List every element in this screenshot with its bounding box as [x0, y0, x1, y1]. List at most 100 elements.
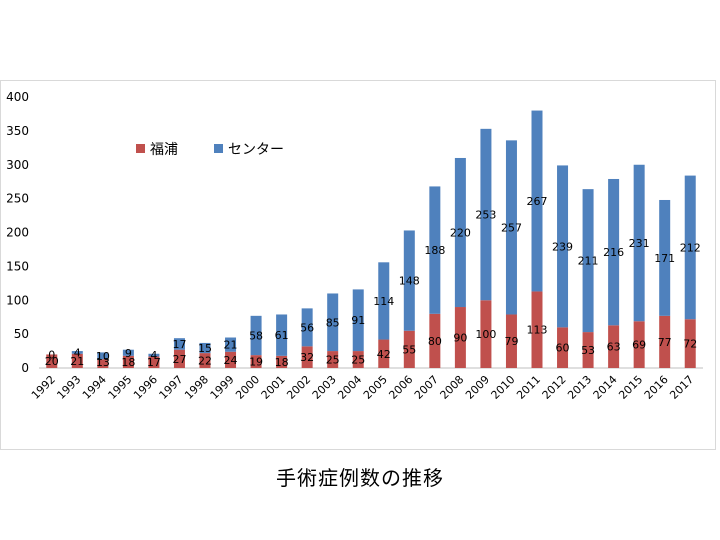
bar-センター	[454, 157, 466, 308]
data-label-センター: 17	[172, 338, 186, 351]
data-label-センター: 231	[629, 237, 650, 250]
bar-センター	[148, 353, 160, 357]
x-tick-label: 2003	[310, 373, 339, 402]
bar-センター	[327, 293, 339, 352]
data-label-センター: 10	[96, 350, 110, 363]
data-label-福浦: 90	[453, 332, 467, 345]
y-tick-label: 300	[6, 158, 29, 172]
data-label-福浦: 18	[275, 356, 289, 369]
data-label-センター: 9	[125, 347, 132, 360]
chart-frame: 0 50 100 150 200 250 300 350 400 20 0 1992 21 4 1993 13…	[0, 80, 716, 450]
data-label-福浦: 42	[377, 348, 391, 361]
x-tick-label: 2010	[489, 373, 518, 402]
bar-福浦	[301, 346, 313, 368]
bar-センター	[480, 128, 492, 301]
y-tick-label: 350	[6, 124, 29, 138]
x-tick-label: 2005	[361, 373, 390, 402]
legend-swatch-センター	[214, 144, 223, 153]
data-label-福浦: 13	[96, 356, 110, 369]
y-tick-label: 200	[6, 226, 29, 240]
bar-福浦	[71, 353, 83, 368]
data-label-センター: 15	[198, 342, 212, 355]
data-label-福浦: 63	[607, 341, 621, 354]
x-tick-label: 2012	[540, 373, 569, 402]
data-label-福浦: 18	[121, 356, 135, 369]
data-label-福浦: 100	[475, 328, 496, 341]
data-label-福浦: 25	[326, 354, 340, 367]
x-tick-label: 2013	[565, 373, 594, 402]
data-label-センター: 239	[552, 240, 573, 253]
x-tick-label: 2017	[667, 373, 696, 402]
data-label-センター: 148	[399, 275, 420, 288]
data-label-福浦: 113	[527, 324, 548, 337]
bar-福浦	[480, 300, 492, 368]
chart-caption: 手術症例数の推移	[276, 466, 444, 490]
bar-センター	[684, 175, 696, 320]
bar-センター	[531, 110, 543, 292]
x-tick-label: 2002	[284, 373, 313, 402]
bar-福浦	[97, 359, 109, 368]
data-label-センター: 216	[603, 246, 624, 259]
bar-福浦	[250, 355, 262, 368]
legend-swatch-福浦	[136, 144, 145, 153]
bar-センター	[352, 289, 364, 352]
bar-センター	[71, 351, 83, 354]
bar-福浦	[582, 332, 594, 368]
x-tick-label: 2016	[642, 373, 671, 402]
data-label-センター: 61	[275, 329, 289, 342]
bar-福浦	[148, 356, 160, 368]
x-tick-label: 1994	[80, 373, 109, 402]
bar-福浦	[454, 307, 466, 368]
data-label-センター: 56	[300, 321, 314, 334]
x-tick-label: 2015	[616, 373, 645, 402]
x-tick-label: 2007	[412, 373, 441, 402]
data-label-センター: 211	[578, 255, 599, 268]
x-tick-label: 1993	[54, 373, 83, 402]
x-tick-label: 2006	[386, 373, 415, 402]
data-label-福浦: 21	[70, 355, 84, 368]
bar-福浦	[608, 325, 620, 368]
x-tick-label: 1999	[208, 373, 237, 402]
bar-福浦	[327, 351, 339, 368]
bar-福浦	[276, 355, 288, 368]
bar-センター	[250, 315, 262, 356]
bar-福浦	[659, 315, 671, 368]
bar-センター	[225, 337, 237, 352]
data-label-福浦: 53	[581, 344, 595, 357]
data-label-福浦: 22	[198, 355, 212, 368]
bar-福浦	[46, 354, 58, 368]
x-tick-label: 1996	[131, 373, 160, 402]
data-label-センター: 220	[450, 227, 471, 240]
x-tick-label: 2001	[259, 373, 288, 402]
x-tick-label: 2011	[514, 373, 543, 402]
bar-センター	[301, 308, 313, 347]
x-tick-label: 2008	[438, 373, 467, 402]
bar-センター	[97, 352, 109, 360]
x-tick-label: 2009	[463, 373, 492, 402]
data-label-福浦: 32	[300, 351, 314, 364]
data-label-センター: 21	[224, 339, 238, 352]
data-label-センター: 85	[326, 316, 340, 329]
bar-センター	[557, 165, 569, 328]
bar-センター	[276, 314, 288, 356]
data-label-センター: 4	[74, 346, 81, 359]
x-tick-label: 1992	[29, 373, 58, 402]
legend-label-福浦: 福浦	[150, 142, 178, 158]
data-label-センター: 171	[654, 252, 675, 265]
x-tick-label: 1997	[157, 373, 186, 402]
data-label-福浦: 69	[632, 339, 646, 352]
bar-福浦	[199, 353, 211, 368]
bar-センター	[403, 230, 415, 331]
y-tick-label: 0	[21, 361, 29, 375]
bar-センター	[505, 140, 517, 315]
data-label-福浦: 20	[45, 355, 59, 368]
data-label-福浦: 60	[556, 342, 570, 355]
x-tick-label: 1998	[182, 373, 211, 402]
data-label-福浦: 17	[147, 356, 161, 369]
data-label-センター: 188	[424, 244, 445, 257]
y-tick-label: 50	[14, 327, 29, 341]
legend-label-センター: センター	[228, 142, 284, 158]
y-tick-label: 250	[6, 192, 29, 206]
data-label-センター: 114	[373, 295, 394, 308]
data-label-センター: 212	[680, 241, 701, 254]
